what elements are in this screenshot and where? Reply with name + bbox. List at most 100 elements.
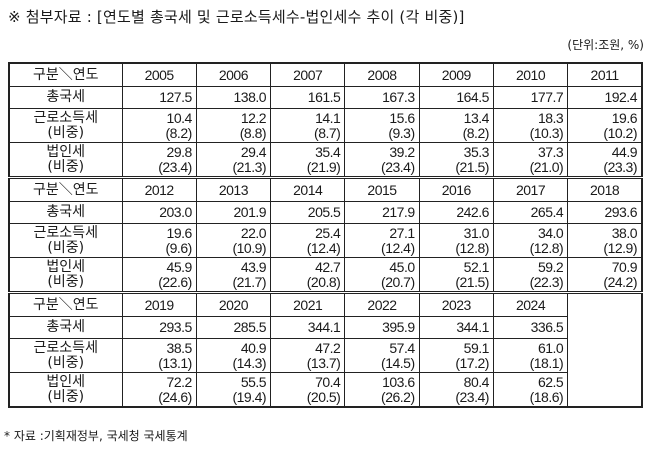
income-tax-cell-share: (14.5) xyxy=(381,354,415,371)
income-tax-cell: 13.4 (8.2) xyxy=(418,108,494,143)
corporate-tax-row: 법인세 (비중) 72.2 (24.6) 55.5 (19.4) 70.4 (20.5) 103… xyxy=(8,372,642,408)
corporate-tax-cell-value: 70.9 xyxy=(611,258,638,275)
year-cell: 2015 xyxy=(344,176,420,202)
corporate-tax-cell-value: 43.9 xyxy=(240,258,267,275)
income-tax-cell-share: (10.9) xyxy=(232,239,267,256)
income-tax-cell-share: (10.2) xyxy=(603,124,637,141)
income-tax-cell: 34.0 (12.8) xyxy=(492,223,569,258)
corporate-tax-cell: 29.4 (21.3) xyxy=(195,142,272,178)
income-tax-cell-value: 10.4 xyxy=(166,109,193,126)
corporate-tax-cell: 103.6 (26.2) xyxy=(344,372,420,408)
corporate-tax-cell-value: 103.6 xyxy=(382,373,415,390)
income-tax-cell-share: (18.1) xyxy=(529,354,564,371)
corporate-tax-cell-value: 55.5 xyxy=(240,373,267,390)
corporate-tax-cell: 52.1 (21.5) xyxy=(418,257,494,293)
total-tax-cell: 336.5 xyxy=(492,316,569,339)
header-label: 구분＼연도 xyxy=(8,62,123,87)
corporate-tax-cell-share: (20.5) xyxy=(306,388,341,405)
income-tax-cell: 22.0 (10.9) xyxy=(195,223,272,258)
year-cell: 2007 xyxy=(270,62,346,87)
income-tax-cell-value: 34.0 xyxy=(537,224,564,241)
total-tax-cell: 201.9 xyxy=(195,201,272,224)
corporate-tax-cell: 70.4 (20.5) xyxy=(270,372,346,408)
year-cell: 2021 xyxy=(270,291,346,317)
total-tax-cell: 138.0 xyxy=(195,86,272,109)
income-tax-cell-share: (13.1) xyxy=(158,354,192,371)
year-cell: 2014 xyxy=(270,176,346,202)
year-cell: 2020 xyxy=(195,291,272,317)
corporate-tax-cell-share: (22.6) xyxy=(158,273,192,290)
income-tax-cell-value: 19.6 xyxy=(166,224,193,241)
total-tax-cell: 127.5 xyxy=(121,86,197,109)
income-tax-cell-value: 31.0 xyxy=(463,224,490,241)
corporate-tax-cell-value: 37.3 xyxy=(537,143,564,160)
year-cell: 2012 xyxy=(121,176,197,202)
year-header-row: 구분＼연도 2012 2013 2014 2015 2016 2017 2018 xyxy=(8,176,643,202)
corporate-tax-cell: 43.9 (21.7) xyxy=(195,257,272,293)
row-label-income: 근로소득세 (비중) xyxy=(8,223,123,258)
row-label-income-value: 근로소득세 xyxy=(33,224,98,241)
year-cell: 2011 xyxy=(567,62,643,87)
income-tax-cell-share: (8.8) xyxy=(239,124,267,141)
year-cell: 2016 xyxy=(418,176,494,202)
corporate-tax-cell-value: 70.4 xyxy=(315,373,341,390)
row-label-corporate-share: (비중) xyxy=(47,158,85,175)
income-tax-cell-share: (12.4) xyxy=(306,239,341,256)
year-cell: 2005 xyxy=(121,62,197,87)
row-label-corporate-share: (비중) xyxy=(47,273,85,290)
income-tax-cell-share: (12.4) xyxy=(381,239,415,256)
row-label-income: 근로소득세 (비중) xyxy=(8,338,123,373)
income-tax-cell-value: 61.0 xyxy=(537,339,564,356)
total-tax-cell: 395.9 xyxy=(344,316,420,339)
total-tax-cell: 344.1 xyxy=(418,316,494,339)
income-tax-cell-share: (9.3) xyxy=(388,124,415,141)
total-tax-cell: 177.7 xyxy=(492,86,569,109)
row-label-corporate: 법인세 (비중) xyxy=(8,142,123,178)
corporate-tax-cell-share: (21.3) xyxy=(232,158,267,175)
corporate-tax-cell-share: (22.3) xyxy=(529,273,564,290)
income-tax-cell: 59.1 (17.2) xyxy=(418,338,494,373)
corporate-tax-cell-share: (23.4) xyxy=(158,158,192,175)
corporate-tax-cell-share: (21.7) xyxy=(232,273,267,290)
income-tax-cell: 19.6 (9.6) xyxy=(121,223,197,258)
income-tax-cell-value: 18.3 xyxy=(537,109,564,126)
income-tax-cell-value: 14.1 xyxy=(315,109,341,126)
year-header-row: 구분＼연도 2019 2020 2021 2022 2023 2024 xyxy=(8,291,643,408)
corporate-tax-cell-value: 45.0 xyxy=(389,258,415,275)
row-label-total: 총국세 xyxy=(8,86,123,109)
income-tax-cell-value: 40.9 xyxy=(240,339,267,356)
income-tax-row: 근로소득세 (비중) 10.4 (8.2) 12.2 (8.8) 14.1 (8.7) 15.6… xyxy=(8,108,643,143)
corporate-tax-cell: 72.2 (24.6) xyxy=(121,372,197,408)
income-tax-cell: 12.2 (8.8) xyxy=(195,108,272,143)
corporate-tax-row: 법인세 (비중) 45.9 (22.6) 43.9 (21.7) 42.7 (20.8) 45.… xyxy=(8,257,643,293)
corporate-tax-cell-value: 45.9 xyxy=(166,258,193,275)
year-cell: 2008 xyxy=(344,62,420,87)
income-tax-cell-value: 13.4 xyxy=(463,109,490,126)
header-label: 구분＼연도 xyxy=(8,176,123,202)
income-tax-cell-share: (10.3) xyxy=(529,124,564,141)
year-cell: 2018 xyxy=(567,176,643,202)
income-tax-cell: 14.1 (8.7) xyxy=(270,108,346,143)
corporate-tax-cell-value: 29.8 xyxy=(166,143,193,160)
row-label-income-value: 근로소득세 xyxy=(33,109,98,126)
corporate-tax-cell-share: (23.3) xyxy=(603,158,637,175)
corporate-tax-cell-value: 39.2 xyxy=(389,143,415,160)
year-cell: 2010 xyxy=(492,62,569,87)
income-tax-cell-share: (8.2) xyxy=(165,124,192,141)
income-tax-cell-value: 38.5 xyxy=(166,339,193,356)
total-tax-cell: 285.5 xyxy=(195,316,272,339)
corporate-tax-cell-share: (21.5) xyxy=(455,158,489,175)
row-label-corporate-value: 법인세 xyxy=(46,143,86,160)
income-tax-cell: 15.6 (9.3) xyxy=(344,108,420,143)
income-tax-cell: 57.4 (14.5) xyxy=(344,338,420,373)
corporate-tax-cell-value: 44.9 xyxy=(611,143,638,160)
income-tax-cell-value: 22.0 xyxy=(240,224,267,241)
row-label-corporate-value: 법인세 xyxy=(46,258,86,275)
corporate-tax-cell: 59.2 (22.3) xyxy=(492,257,569,293)
income-tax-cell-share: (17.2) xyxy=(455,354,489,371)
income-tax-cell-share: (13.7) xyxy=(306,354,341,371)
row-label-income-share: (비중) xyxy=(47,354,85,371)
total-tax-cell: 205.5 xyxy=(270,201,346,224)
corporate-tax-cell-value: 80.4 xyxy=(463,373,490,390)
income-tax-cell: 10.4 (8.2) xyxy=(121,108,197,143)
